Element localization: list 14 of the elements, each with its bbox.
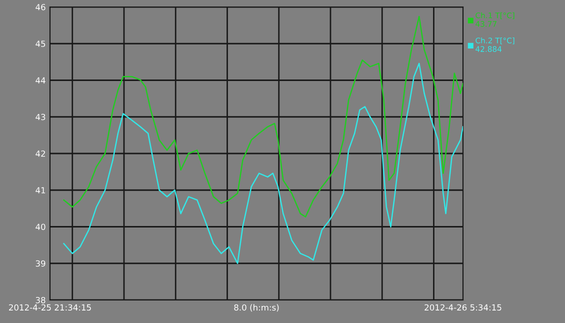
x-tick-label: 2012-4-25 21:34:15: [9, 304, 91, 311]
y-tick-label: 46: [36, 4, 46, 10]
line-series: [63, 62, 463, 264]
y-tick-label: 43: [36, 114, 46, 120]
y-tick-label: 39: [36, 260, 46, 267]
y-tick-label: 41: [36, 187, 46, 194]
x-tick-label: 2012-4-26 5:34:15: [424, 304, 502, 311]
x-tick-label: 8.0 (h:m:s): [234, 304, 279, 312]
y-tick-label: 40: [36, 224, 46, 230]
line-series: [63, 16, 463, 218]
y-tick-label: 38: [36, 296, 46, 304]
y-tick-label: 42: [36, 150, 45, 157]
y-tick-label: 44: [36, 77, 46, 84]
y-tick-label: 45: [36, 40, 46, 47]
